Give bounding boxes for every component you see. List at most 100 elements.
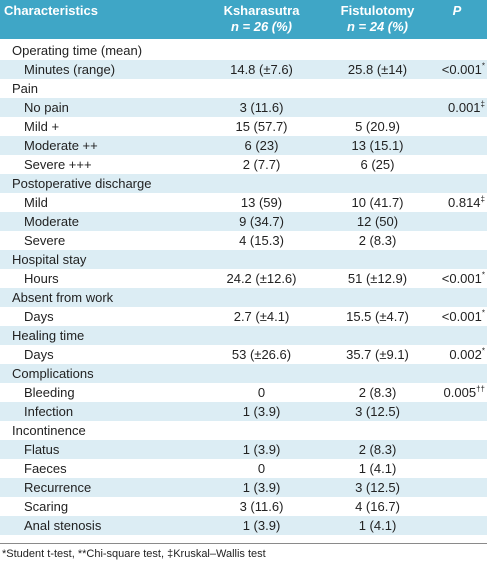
table-row: Hospital stay [0, 250, 487, 269]
row-label: Faeces [24, 461, 67, 476]
fistulotomy-value [328, 40, 427, 60]
header-ksharasutra: Ksharasutra n = 26 (%) [195, 0, 328, 40]
row-label: Complications [0, 364, 195, 383]
header-fistulotomy-n: n = 24 (%) [346, 19, 409, 34]
p-value: <0.001* [427, 269, 487, 288]
fistulotomy-value: 35.7 (±9.1) [346, 347, 409, 362]
row-label: Postoperative discharge [0, 174, 195, 193]
ksharasutra-value [195, 79, 328, 98]
fistulotomy-value: 25.8 (±14) [328, 60, 427, 79]
row-label: Pain [12, 81, 39, 96]
row-label: Minutes (range) [0, 60, 195, 79]
fistulotomy-value: 1 (4.1) [358, 461, 397, 476]
p-value-text: 0.005 [443, 385, 477, 400]
ksharasutra-value [195, 40, 328, 60]
p-value [427, 364, 487, 383]
p-value: 0.001‡ [427, 98, 487, 117]
fistulotomy-value [328, 364, 427, 383]
p-value [427, 402, 487, 421]
header-p-value: P [427, 0, 487, 40]
table-row: Anal stenosis 1 (3.9) 1 (4.1) [0, 516, 487, 535]
table-row: Severe +++ 2 (7.7) 6 (25) [0, 155, 487, 174]
table-row: Days 53 (±26.6) 35.7 (±9.1) 0.002* [0, 345, 487, 364]
p-value [427, 288, 487, 307]
table-row: Complications [0, 364, 487, 383]
fistulotomy-value: 2 (8.3) [328, 440, 427, 459]
row-label: Moderate ++ [0, 136, 195, 155]
fistulotomy-value: 3 (12.5) [328, 402, 427, 421]
row-label: Moderate [0, 212, 195, 231]
fistulotomy-value [328, 79, 427, 98]
fistulotomy-value: 2 (8.3) [358, 385, 397, 400]
results-table: Characteristics Ksharasutra n = 26 (%) F… [0, 0, 487, 535]
ksharasutra-value: 24.2 (±12.6) [226, 271, 297, 286]
p-value: 0.005†† [427, 383, 487, 402]
row-label: Mild [24, 195, 48, 210]
p-value-marker: * [481, 270, 485, 280]
p-value [427, 136, 487, 155]
table-row: No pain 3 (11.6) 0.001‡ [0, 98, 487, 117]
row-label: Severe [24, 233, 66, 248]
table-row: Mild + 15 (57.7) 5 (20.9) [0, 117, 487, 136]
header-characteristics: Characteristics [0, 0, 195, 40]
p-value-text: 0.002 [449, 347, 482, 362]
row-label: Flatus [0, 440, 195, 459]
p-value: <0.001* [427, 307, 487, 326]
row-label: Recurrence [0, 478, 195, 497]
p-value-marker: †† [476, 384, 485, 394]
table-footnote: *Student t-test, **Chi-square test, ‡Kru… [0, 543, 487, 560]
p-value [427, 459, 487, 478]
fistulotomy-value: 5 (20.9) [355, 119, 400, 134]
ksharasutra-value: 2.7 (±4.1) [233, 309, 290, 324]
table-header: Characteristics Ksharasutra n = 26 (%) F… [0, 0, 487, 40]
row-label: Mild + [24, 119, 60, 134]
ksharasutra-value: 1 (3.9) [195, 478, 328, 497]
table-row: Bleeding 0 2 (8.3) 0.005†† [0, 383, 487, 402]
row-label: Days [24, 347, 54, 362]
p-value [427, 174, 487, 193]
p-value [427, 79, 487, 98]
row-label: Operating time (mean) [12, 43, 143, 58]
row-label: Infection [0, 402, 195, 421]
ksharasutra-value: 2 (7.7) [242, 157, 281, 172]
ksharasutra-value: 1 (3.9) [195, 440, 328, 459]
table-row: Operating time (mean) [0, 40, 487, 60]
row-label: Days [24, 309, 54, 324]
table-row: Incontinence [0, 421, 487, 440]
p-value-text: <0.001 [441, 62, 482, 77]
ksharasutra-value [195, 250, 328, 269]
table-row: Hours 24.2 (±12.6) 51 (±12.9) <0.001* [0, 269, 487, 288]
ksharasutra-value [195, 288, 328, 307]
fistulotomy-value [328, 326, 427, 345]
p-value [427, 155, 487, 174]
table-row: Severe 4 (15.3) 2 (8.3) [0, 231, 487, 250]
p-value-text: 0.814 [448, 195, 481, 210]
ksharasutra-value: 15 (57.7) [235, 119, 288, 134]
row-label: Severe +++ [24, 157, 92, 172]
p-value [427, 231, 487, 250]
p-value [427, 478, 487, 497]
p-value-marker: * [481, 346, 485, 356]
table-row: Moderate ++ 6 (23) 13 (15.1) [0, 136, 487, 155]
row-label: Healing time [0, 326, 195, 345]
table-row: Moderate 9 (34.7) 12 (50) [0, 212, 487, 231]
fistulotomy-value: 2 (8.3) [358, 233, 397, 248]
fistulotomy-value [328, 288, 427, 307]
fistulotomy-value: 51 (±12.9) [347, 271, 408, 286]
ksharasutra-value [195, 174, 328, 193]
ksharasutra-value [195, 421, 328, 440]
p-value: 0.002* [427, 345, 487, 364]
table-row: Minutes (range) 14.8 (±7.6) 25.8 (±14) <0.0… [0, 60, 487, 79]
table-row: Days 2.7 (±4.1) 15.5 (±4.7) <0.001* [0, 307, 487, 326]
fistulotomy-value: 6 (25) [360, 157, 395, 172]
p-value-text: 0.001 [448, 100, 481, 115]
p-value [427, 212, 487, 231]
ksharasutra-value [195, 326, 328, 345]
ksharasutra-value: 4 (15.3) [239, 233, 284, 248]
p-value-marker: ‡ [480, 194, 485, 204]
fistulotomy-value: 12 (50) [328, 212, 427, 231]
p-value: <0.001* [427, 60, 487, 79]
row-label: Incontinence [12, 423, 86, 438]
fistulotomy-value: 10 (41.7) [351, 195, 404, 210]
